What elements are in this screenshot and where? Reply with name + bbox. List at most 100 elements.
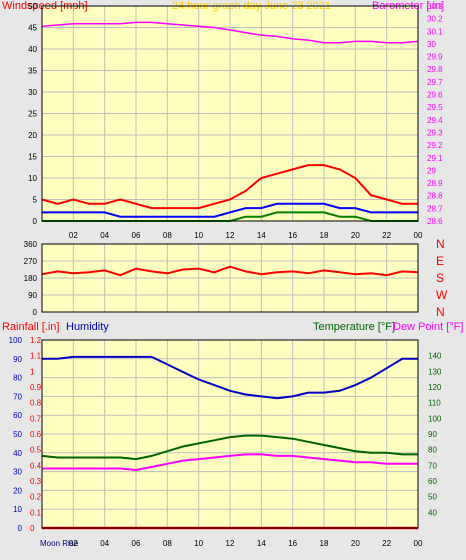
mid-left-tick-label: 270: [24, 257, 38, 266]
bottom-temp-tick-label: 90: [428, 430, 437, 439]
bottom-x-tick-label: 12: [226, 539, 235, 548]
bottom-x-tick-label: 00: [414, 539, 423, 548]
bottom-x-tick-label: 10: [194, 539, 203, 548]
top-plot-frame: [41, 5, 419, 222]
bottom-humidity-tick-label: 80: [13, 374, 22, 383]
top-right-tick-label: 29.1: [427, 154, 443, 163]
top-x-tick-label: 04: [100, 231, 109, 240]
moon-rise-label: Moon Rise: [40, 539, 79, 548]
bottom-temp-tick-label: 130: [428, 367, 442, 376]
top-right-tick-label: 29.9: [427, 53, 443, 62]
mid-left-tick-label: 180: [24, 274, 38, 283]
bottom-rain-tick-label: 0.4: [30, 461, 42, 470]
bottom-x-tick-label: 20: [351, 539, 360, 548]
top-left-tick-label: 50: [28, 2, 37, 11]
top-left-tick-label: 15: [28, 153, 37, 162]
compass-label: N: [436, 305, 445, 319]
bottom-rain-tick-label: 0.6: [30, 430, 42, 439]
bottom-humidity-tick-label: 10: [13, 505, 22, 514]
top-x-tick-label: 22: [382, 231, 391, 240]
top-x-tick-label: 20: [351, 231, 360, 240]
top-x-tick-label: 00: [414, 231, 423, 240]
top-right-tick-label: 29.6: [427, 91, 443, 100]
top-left-tick-label: 45: [28, 24, 37, 33]
bottom-rain-tick-label: 1.2: [30, 336, 42, 345]
top-right-tick-label: 29.5: [427, 103, 443, 112]
top-right-tick-label: 28.7: [427, 204, 443, 213]
bottom-temp-tick-label: 60: [428, 477, 437, 486]
bottom-x-tick-label: 04: [100, 539, 109, 548]
bottom-humidity-tick-label: 40: [13, 449, 22, 458]
bottom-temp-tick-label: 120: [428, 383, 442, 392]
top-x-tick-label: 16: [288, 231, 297, 240]
bottom-humidity-tick-label: 60: [13, 411, 22, 420]
bottom-temp-tick-label: 80: [428, 446, 437, 455]
top-left-tick-label: 10: [28, 174, 37, 183]
bottom-rain-tick-label: 0.8: [30, 399, 42, 408]
bottom-humidity-tick-label: 70: [13, 392, 22, 401]
bottom-rain-tick-label: 0.7: [30, 414, 42, 423]
bottom-rain-tick-label: 0.5: [30, 446, 42, 455]
top-x-tick-label: 14: [257, 231, 266, 240]
top-x-tick-label: 08: [163, 231, 172, 240]
bottom-rain-tick-label: 0: [30, 524, 35, 533]
top-x-tick-label: 18: [320, 231, 329, 240]
bottom-rain-tick-label: 1: [30, 367, 35, 376]
top-right-tick-label: 28.9: [427, 179, 443, 188]
top-right-tick-label: 29.4: [427, 116, 443, 125]
bottom-x-tick-label: 06: [132, 539, 141, 548]
top-series-gust: [41, 164, 418, 210]
bottom-humidity-tick-label: 0: [18, 524, 23, 533]
top-left-tick-label: 20: [28, 131, 37, 140]
bottom-left-axis-title: Rainfall [.in]: [2, 321, 59, 333]
bottom-rain-tick-label: 0.9: [30, 383, 42, 392]
bottom-humidity-tick-label: 50: [13, 430, 22, 439]
top-right-tick-label: 29: [427, 166, 436, 175]
mid-left-tick-label: 360: [24, 240, 38, 249]
top-x-tick-label: 06: [132, 231, 141, 240]
mid-left-tick-label: 0: [33, 308, 38, 317]
top-series-avg: [42, 202, 418, 218]
bottom-left-axis-title-2: Humidity: [66, 321, 109, 333]
bottom-x-tick-label: 08: [163, 539, 172, 548]
top-right-tick-label: 29.3: [427, 128, 443, 137]
top-right-tick-label: 30.2: [427, 15, 443, 24]
bottom-x-tick-label: 02: [69, 539, 78, 548]
top-right-tick-label: 30: [427, 40, 436, 49]
bottom-x-tick-label: 16: [288, 539, 297, 548]
bottom-temp-tick-label: 110: [428, 399, 441, 408]
bottom-rain-tick-label: 0.2: [30, 493, 42, 502]
bottom-series-temperature: [41, 434, 418, 461]
top-left-tick-label: 25: [28, 110, 37, 119]
bottom-temp-tick-label: 70: [428, 461, 437, 470]
middle-plot-frame: [41, 243, 419, 313]
bottom-x-tick-label: 14: [257, 539, 266, 548]
top-left-tick-label: 5: [33, 196, 38, 205]
top-left-tick-label: 35: [28, 67, 37, 76]
top-right-tick-label: 29.2: [427, 141, 443, 150]
compass-label: N: [436, 237, 445, 251]
top-right-tick-label: 28.8: [427, 192, 443, 201]
top-left-tick-label: 40: [28, 45, 37, 54]
top-x-tick-label: 12: [226, 231, 235, 240]
bottom-humidity-tick-label: 90: [13, 355, 22, 364]
mid-left-tick-label: 90: [28, 291, 37, 300]
bottom-humidity-tick-label: 30: [13, 468, 22, 477]
bottom-rain-tick-label: 0.3: [30, 477, 42, 486]
bottom-temp-tick-label: 40: [428, 508, 437, 517]
bottom-x-tick-label: 18: [320, 539, 329, 548]
top-right-tick-label: 28.6: [427, 217, 443, 226]
top-x-tick-label: 02: [69, 231, 78, 240]
bottom-rain-tick-label: 0.1: [30, 508, 42, 517]
bottom-temp-tick-label: 100: [428, 414, 442, 423]
bottom-temp-tick-label: 50: [428, 493, 437, 502]
bottom-series-humidity: [42, 355, 418, 400]
top-right-tick-label: 29.8: [427, 65, 443, 74]
bottom-humidity-tick-label: 20: [13, 486, 22, 495]
bottom-rain-tick-label: 1.1: [30, 352, 42, 361]
top-x-tick-label: 10: [194, 231, 203, 240]
bottom-right-axis-title-2: Dew Point [°F]: [393, 321, 463, 333]
bottom-plot-frame: [41, 339, 419, 529]
bottom-humidity-tick-label: 100: [9, 336, 23, 345]
